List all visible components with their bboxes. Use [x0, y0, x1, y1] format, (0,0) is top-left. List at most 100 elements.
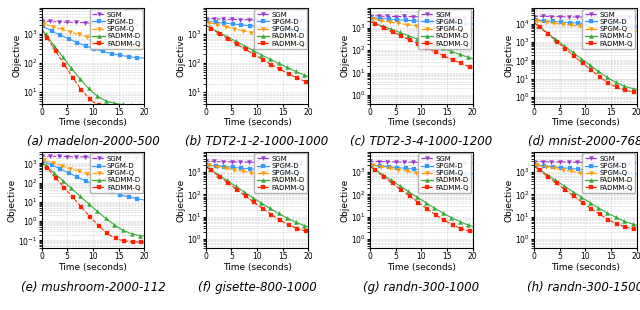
FADMM-D	[623, 85, 631, 89]
X-axis label: Time (seconds): Time (seconds)	[223, 263, 292, 272]
SPGM-Q	[131, 46, 138, 49]
FADMM-D	[289, 219, 296, 223]
SPGM-D	[295, 28, 303, 32]
SPGM-Q	[305, 180, 312, 184]
FADMM-Q	[531, 21, 538, 25]
FADMM-D	[459, 54, 467, 57]
SPGM-Q	[131, 185, 138, 188]
SPGM-Q	[202, 20, 210, 24]
SPGM-D	[428, 169, 435, 173]
SGM	[427, 15, 435, 19]
SPGM-D	[99, 49, 106, 53]
Legend: SGM, SPGM-D, SPGM-Q, FADMM-D, FADMM-Q: SGM, SPGM-D, SPGM-Q, FADMM-D, FADMM-Q	[90, 9, 143, 49]
Legend: SGM, SPGM-D, SPGM-Q, FADMM-D, FADMM-Q: SGM, SPGM-D, SPGM-Q, FADMM-D, FADMM-Q	[419, 9, 471, 49]
FADMM-Q	[623, 226, 631, 229]
SPGM-Q	[264, 174, 271, 177]
SGM	[202, 159, 210, 163]
SGM	[289, 161, 296, 165]
SPGM-Q	[124, 44, 132, 48]
SPGM-Q	[452, 30, 460, 34]
SPGM-Q	[633, 180, 640, 184]
Line: SPGM-D: SPGM-D	[532, 18, 639, 29]
Line: FADMM-D: FADMM-D	[532, 20, 639, 91]
Text: (f) gisette-800-1000: (f) gisette-800-1000	[198, 281, 316, 294]
Line: SGM: SGM	[204, 16, 310, 24]
Line: FADMM-Q: FADMM-Q	[40, 27, 147, 112]
SGM	[593, 161, 601, 164]
SGM	[202, 17, 210, 20]
SPGM-Q	[202, 20, 210, 24]
FADMM-Q	[140, 108, 148, 112]
FADMM-Q	[263, 60, 271, 64]
SGM	[428, 15, 435, 19]
SPGM-D	[99, 187, 107, 190]
Line: SPGM-D: SPGM-D	[204, 163, 310, 176]
SGM	[204, 17, 211, 20]
Text: (d) mnist-2000-768: (d) mnist-2000-768	[528, 135, 640, 148]
SGM	[38, 19, 46, 23]
FADMM-D	[427, 204, 435, 208]
SPGM-Q	[593, 174, 601, 178]
FADMM-D	[131, 232, 138, 236]
SPGM-D	[453, 171, 461, 175]
SPGM-D	[366, 163, 374, 167]
SGM	[592, 161, 600, 164]
FADMM-Q	[289, 225, 296, 228]
FADMM-D	[100, 98, 108, 102]
SGM	[591, 15, 599, 19]
SPGM-Q	[459, 31, 467, 35]
SPGM-D	[460, 172, 467, 175]
FADMM-Q	[531, 21, 538, 24]
SPGM-D	[140, 198, 148, 202]
FADMM-D	[429, 205, 436, 209]
FADMM-Q	[140, 240, 148, 244]
Text: (b) TDT2-1-2-1000-1000: (b) TDT2-1-2-1000-1000	[186, 135, 329, 148]
FADMM-Q	[427, 210, 435, 213]
FADMM-D	[367, 165, 374, 168]
Text: (g) randn-300-1000: (g) randn-300-1000	[364, 281, 479, 294]
SGM	[592, 15, 600, 19]
SGM	[265, 161, 273, 165]
FADMM-Q	[295, 227, 303, 231]
SGM	[38, 154, 46, 158]
SPGM-Q	[38, 21, 46, 25]
FADMM-D	[429, 43, 436, 46]
SGM	[429, 15, 436, 19]
SGM	[202, 160, 210, 163]
Text: (e) mushroom-2000-112: (e) mushroom-2000-112	[20, 281, 165, 294]
Line: FADMM-D: FADMM-D	[40, 27, 147, 107]
SPGM-Q	[427, 26, 435, 30]
SGM	[131, 23, 138, 27]
Line: SGM: SGM	[532, 14, 639, 20]
FADMM-Q	[468, 66, 476, 70]
Line: FADMM-Q: FADMM-Q	[532, 164, 639, 232]
FADMM-D	[305, 225, 312, 229]
SPGM-D	[125, 195, 132, 199]
FADMM-D	[468, 224, 476, 228]
SPGM-Q	[124, 183, 132, 187]
Line: SPGM-D: SPGM-D	[532, 163, 639, 176]
FADMM-Q	[38, 28, 46, 31]
SGM	[593, 15, 601, 19]
SGM	[531, 15, 538, 18]
SGM	[202, 17, 210, 20]
FADMM-Q	[295, 77, 303, 81]
FADMM-Q	[459, 62, 467, 66]
SPGM-D	[593, 22, 601, 26]
SPGM-D	[531, 19, 538, 23]
SPGM-D	[591, 169, 599, 172]
Line: FADMM-Q: FADMM-Q	[532, 20, 639, 94]
SPGM-D	[591, 22, 599, 26]
SPGM-D	[38, 158, 45, 162]
Line: SPGM-Q: SPGM-Q	[368, 163, 475, 184]
FADMM-D	[591, 67, 599, 71]
FADMM-D	[531, 21, 538, 25]
SPGM-Q	[289, 40, 296, 43]
SGM	[305, 20, 312, 24]
FADMM-D	[593, 205, 601, 209]
SPGM-Q	[100, 39, 108, 43]
Line: SGM: SGM	[40, 154, 147, 160]
SPGM-Q	[468, 33, 476, 37]
SGM	[468, 161, 476, 165]
SGM	[295, 20, 303, 23]
